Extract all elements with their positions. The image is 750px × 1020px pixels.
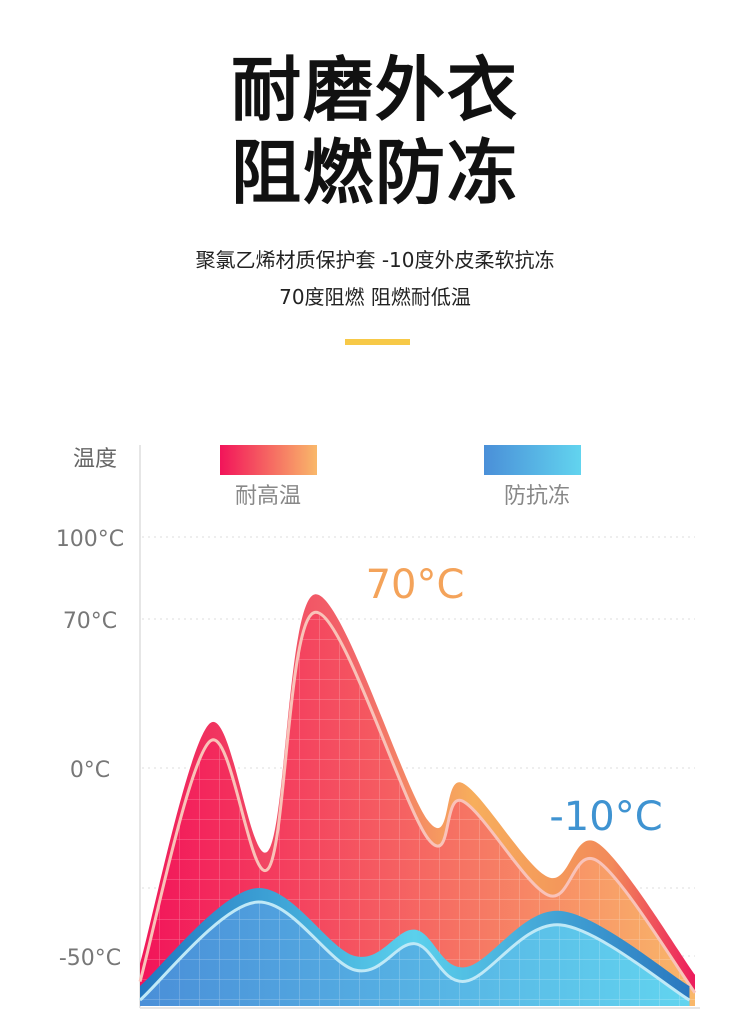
legend-swatch-heat	[220, 445, 317, 475]
annotation-70c: 70°C	[366, 562, 465, 608]
subtitle-line-1: 聚氯乙烯材质保护套 -10度外皮柔软抗冻	[195, 248, 555, 272]
series-grid-1	[140, 902, 690, 1006]
legend-label-cold: 防抗冻	[504, 484, 570, 509]
y-tick-label: 100°C	[56, 527, 124, 552]
legend-label-heat: 耐高温	[235, 484, 301, 509]
annotation-minus10c: -10°C	[549, 794, 662, 840]
series-line-1	[139, 900, 691, 1002]
title-line-2: 阻燃防冻	[231, 132, 519, 214]
accent-bar	[345, 339, 410, 345]
y-tick-label: 0°C	[70, 758, 110, 783]
subtitle-line-2: 70度阻燃 阻燃耐低温	[279, 285, 471, 309]
series-line-0	[138, 610, 697, 994]
y-axis-label: 温度	[73, 447, 117, 472]
title-line-1: 耐磨外衣	[231, 49, 519, 131]
y-tick-label: -50°C	[59, 946, 121, 971]
y-tick-label: 70°C	[63, 609, 117, 634]
legend-swatch-cold	[484, 445, 581, 475]
